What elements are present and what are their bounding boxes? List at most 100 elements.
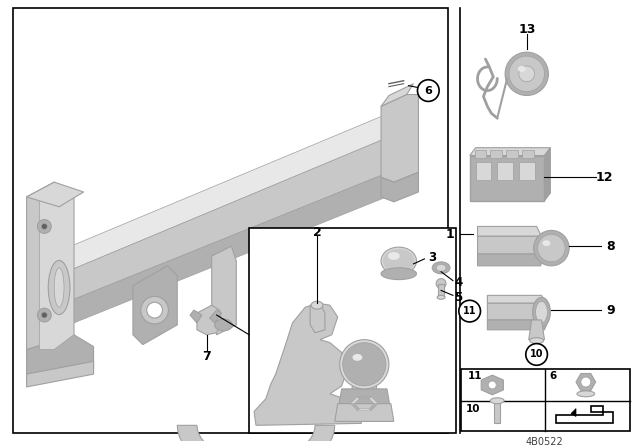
Polygon shape — [310, 303, 325, 333]
Circle shape — [509, 56, 545, 91]
Polygon shape — [254, 303, 362, 425]
Polygon shape — [197, 305, 221, 335]
Circle shape — [342, 343, 386, 386]
Polygon shape — [381, 95, 419, 182]
Polygon shape — [369, 397, 378, 404]
Polygon shape — [529, 320, 545, 340]
Ellipse shape — [543, 240, 550, 246]
Polygon shape — [481, 375, 504, 395]
Circle shape — [141, 296, 168, 324]
FancyBboxPatch shape — [476, 163, 492, 180]
Polygon shape — [571, 409, 576, 417]
Polygon shape — [576, 374, 596, 391]
Circle shape — [340, 340, 389, 389]
Polygon shape — [177, 425, 335, 448]
Circle shape — [147, 302, 163, 318]
Polygon shape — [40, 182, 74, 349]
Circle shape — [351, 267, 358, 275]
FancyBboxPatch shape — [497, 163, 513, 180]
Circle shape — [459, 300, 481, 322]
Ellipse shape — [54, 268, 64, 307]
Polygon shape — [212, 246, 236, 335]
Circle shape — [505, 52, 548, 95]
Ellipse shape — [383, 249, 415, 273]
Polygon shape — [357, 409, 371, 410]
Ellipse shape — [432, 262, 450, 274]
Circle shape — [534, 230, 569, 266]
Text: 8: 8 — [607, 240, 616, 253]
Ellipse shape — [214, 319, 232, 331]
Ellipse shape — [518, 66, 526, 72]
FancyBboxPatch shape — [461, 369, 630, 431]
Text: 1: 1 — [445, 228, 454, 241]
Ellipse shape — [353, 354, 362, 361]
Polygon shape — [477, 236, 545, 254]
Polygon shape — [27, 182, 74, 359]
Polygon shape — [381, 84, 413, 106]
Polygon shape — [556, 405, 613, 423]
Polygon shape — [357, 397, 371, 399]
Polygon shape — [133, 266, 177, 345]
Circle shape — [291, 284, 306, 300]
Circle shape — [526, 344, 547, 365]
Circle shape — [488, 381, 496, 389]
Text: 7: 7 — [202, 350, 211, 363]
Polygon shape — [351, 364, 377, 394]
Polygon shape — [338, 231, 377, 300]
Ellipse shape — [488, 381, 497, 389]
Text: 13: 13 — [518, 23, 536, 36]
Circle shape — [42, 312, 47, 318]
Ellipse shape — [311, 301, 323, 309]
FancyBboxPatch shape — [490, 150, 502, 158]
Polygon shape — [477, 226, 541, 236]
Polygon shape — [470, 155, 545, 201]
FancyBboxPatch shape — [249, 228, 456, 433]
Polygon shape — [494, 402, 500, 423]
FancyBboxPatch shape — [519, 163, 534, 180]
Circle shape — [347, 263, 362, 279]
Polygon shape — [488, 320, 548, 330]
Circle shape — [42, 224, 47, 229]
FancyBboxPatch shape — [475, 150, 486, 158]
Polygon shape — [27, 335, 93, 382]
Polygon shape — [438, 284, 444, 297]
Polygon shape — [278, 244, 320, 323]
Circle shape — [37, 308, 51, 322]
Polygon shape — [381, 172, 419, 202]
Text: 9: 9 — [607, 304, 616, 317]
Polygon shape — [488, 303, 548, 320]
Circle shape — [37, 220, 51, 233]
Text: 2: 2 — [313, 226, 321, 239]
Text: 3: 3 — [428, 251, 436, 264]
Ellipse shape — [436, 264, 446, 271]
Polygon shape — [351, 404, 360, 410]
Polygon shape — [27, 362, 93, 387]
Text: 6: 6 — [549, 371, 557, 381]
Ellipse shape — [381, 247, 417, 275]
Polygon shape — [210, 310, 221, 323]
Ellipse shape — [532, 297, 550, 327]
Text: 10: 10 — [466, 404, 480, 414]
Polygon shape — [190, 310, 202, 323]
Text: 10: 10 — [530, 349, 543, 359]
Text: 5: 5 — [454, 291, 462, 304]
Text: 4: 4 — [455, 276, 463, 289]
Ellipse shape — [388, 252, 400, 260]
Ellipse shape — [48, 260, 70, 314]
Text: 4B0522: 4B0522 — [525, 437, 563, 447]
Ellipse shape — [536, 301, 547, 323]
Ellipse shape — [437, 295, 445, 299]
Polygon shape — [477, 254, 545, 266]
Circle shape — [519, 66, 534, 82]
Circle shape — [285, 280, 311, 305]
Circle shape — [417, 80, 439, 101]
Text: 12: 12 — [596, 171, 613, 184]
Polygon shape — [335, 404, 394, 422]
Text: 6: 6 — [424, 86, 432, 95]
FancyBboxPatch shape — [522, 150, 534, 158]
Polygon shape — [470, 148, 550, 155]
Text: 11: 11 — [468, 371, 482, 381]
Circle shape — [436, 279, 446, 289]
Circle shape — [538, 234, 565, 262]
Polygon shape — [59, 133, 399, 305]
